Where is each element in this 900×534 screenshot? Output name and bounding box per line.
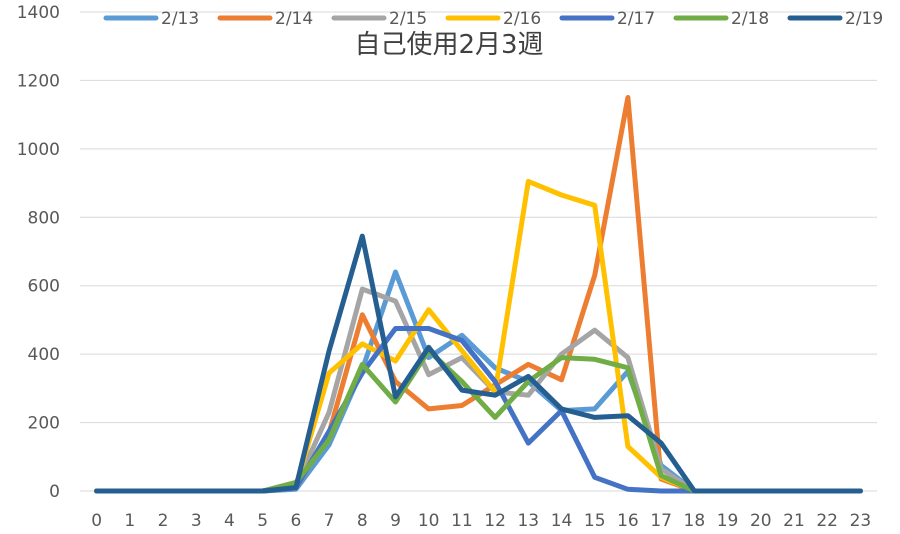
- x-tick-label: 19: [717, 511, 739, 531]
- y-tick-label: 1200: [17, 71, 60, 91]
- x-tick-label: 12: [484, 511, 506, 531]
- legend: 2/13 2/14 2/15 2/16 2/17 2/18 2/19: [103, 9, 883, 29]
- x-axis-ticks: 0 1 2 3 4 5 6 7 8 9 10 11 12 13 14 15 16 17 18 19 20 21 22 23: [91, 511, 871, 531]
- x-tick-label: 22: [816, 511, 838, 531]
- x-tick-label: 8: [357, 511, 368, 531]
- x-tick-label: 15: [584, 511, 606, 531]
- x-tick-label: 0: [91, 511, 102, 531]
- legend-label: 2/17: [617, 9, 655, 29]
- x-tick-label: 13: [517, 511, 539, 531]
- y-tick-label: 1400: [17, 3, 60, 23]
- legend-label: 2/18: [731, 9, 769, 29]
- chart-title: 自己使用2月3週: [354, 30, 543, 60]
- x-tick-label: 18: [684, 511, 706, 531]
- x-tick-label: 5: [257, 511, 268, 531]
- y-tick-label: 1000: [17, 140, 60, 160]
- series-line-2/19: [94, 233, 863, 494]
- legend-entry: 2/18: [673, 9, 769, 29]
- legend-label: 2/16: [503, 9, 541, 29]
- x-tick-label: 3: [191, 511, 202, 531]
- x-tick-label: 23: [850, 511, 872, 531]
- y-tick-label: 0: [49, 482, 60, 502]
- x-tick-label: 21: [783, 511, 805, 531]
- x-tick-label: 4: [224, 511, 235, 531]
- series-lines: [94, 95, 863, 494]
- legend-entry: 2/14: [217, 9, 313, 29]
- y-tick-label: 400: [28, 345, 60, 365]
- legend-entry: 2/16: [445, 9, 541, 29]
- x-tick-label: 7: [324, 511, 335, 531]
- legend-label: 2/14: [275, 9, 313, 29]
- x-tick-label: 9: [390, 511, 401, 531]
- series-line-2/15: [94, 286, 863, 494]
- x-tick-label: 1: [124, 511, 135, 531]
- legend-label: 2/19: [845, 9, 883, 29]
- y-axis-ticks: 0 200 400 600 800 1000 1200 1400: [17, 3, 60, 502]
- series-line-2/14: [94, 95, 863, 494]
- x-tick-label: 2: [158, 511, 169, 531]
- legend-entry: 2/15: [331, 9, 427, 29]
- x-tick-label: 10: [418, 511, 440, 531]
- x-tick-label: 20: [750, 511, 772, 531]
- series-line-2/13: [94, 269, 863, 494]
- y-tick-label: 200: [28, 414, 60, 434]
- legend-label: 2/15: [389, 9, 427, 29]
- gridlines: [80, 11, 877, 492]
- series-line-2/16: [94, 178, 863, 494]
- y-tick-label: 800: [28, 208, 60, 228]
- legend-entry: 2/13: [103, 9, 199, 29]
- x-tick-label: 17: [650, 511, 672, 531]
- x-tick-label: 16: [617, 511, 639, 531]
- legend-entry: 2/17: [559, 9, 655, 29]
- x-tick-label: 6: [290, 511, 301, 531]
- legend-label: 2/13: [161, 9, 199, 29]
- x-tick-label: 14: [551, 511, 573, 531]
- x-tick-label: 11: [451, 511, 473, 531]
- legend-entry: 2/19: [787, 9, 883, 29]
- y-tick-label: 600: [28, 277, 60, 297]
